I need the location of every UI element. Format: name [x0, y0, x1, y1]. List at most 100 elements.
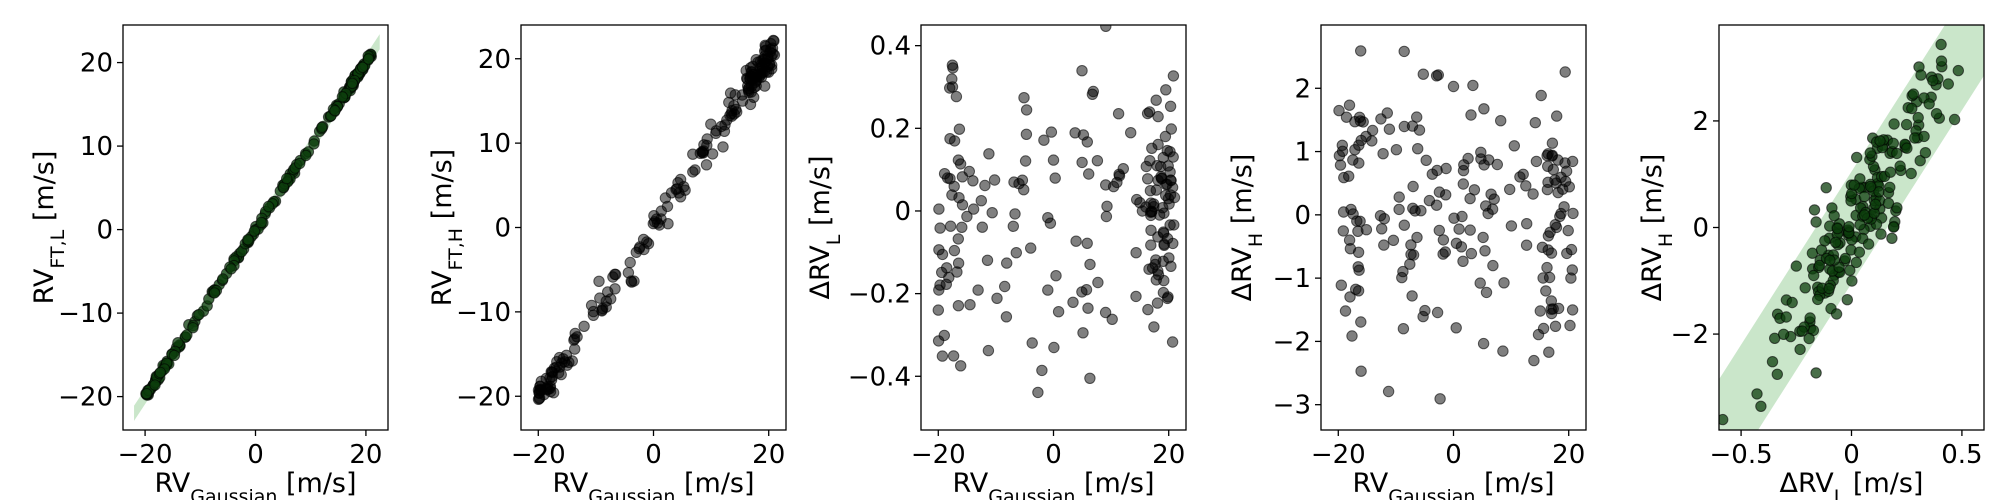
data-point — [955, 360, 967, 372]
data-point — [1145, 239, 1157, 251]
data-point — [1909, 132, 1921, 144]
data-point — [1882, 197, 1895, 210]
data-point — [1158, 239, 1170, 252]
data-point — [1025, 242, 1037, 254]
data-point — [1930, 108, 1943, 120]
data-point — [1101, 200, 1113, 213]
data-point — [1942, 78, 1955, 90]
data-point — [1828, 210, 1840, 222]
data-point — [1804, 312, 1816, 324]
x-tick-label: 0 — [1445, 440, 1462, 470]
data-point — [1434, 393, 1446, 405]
data-point — [1820, 182, 1832, 194]
data-point — [1082, 302, 1094, 314]
data-point — [1160, 84, 1172, 96]
data-point — [1796, 325, 1808, 337]
data-point — [1839, 252, 1852, 265]
data-point — [1831, 222, 1844, 235]
y-tick-label: −10 — [58, 299, 113, 329]
data-point — [1894, 160, 1906, 172]
data-point — [1477, 231, 1489, 244]
data-point — [1151, 297, 1164, 309]
data-point — [1152, 231, 1164, 243]
data-point — [308, 138, 320, 150]
data-point — [986, 207, 998, 219]
x-tick-label: 0 — [1843, 440, 1860, 470]
y-tick-label: 20 — [478, 45, 511, 75]
data-point — [1162, 160, 1174, 172]
data-point — [1521, 218, 1533, 230]
data-point — [1354, 115, 1367, 127]
data-point — [1948, 113, 1961, 126]
data-point — [1498, 277, 1510, 289]
data-point — [1144, 185, 1157, 197]
y-tick-label: 0 — [894, 197, 911, 227]
data-point — [944, 82, 956, 94]
data-point — [710, 127, 722, 140]
data-point — [1884, 181, 1896, 194]
data-point — [1448, 212, 1460, 224]
data-point — [1036, 364, 1048, 377]
data-point — [538, 388, 550, 401]
y-tick-label: −0.4 — [848, 362, 911, 392]
data-point — [1562, 224, 1574, 237]
data-point — [217, 273, 229, 285]
data-point — [559, 356, 571, 368]
data-point — [605, 293, 617, 305]
data-point — [746, 72, 759, 85]
data-point — [1112, 108, 1125, 120]
data-point — [1343, 99, 1356, 111]
data-point — [1352, 225, 1364, 238]
data-point — [1387, 234, 1400, 247]
data-point — [1084, 258, 1096, 271]
data-point — [956, 171, 969, 183]
data-point — [1551, 110, 1563, 122]
data-point — [1830, 308, 1843, 320]
data-point — [1808, 269, 1820, 282]
x-axis-label: ΔRVL [m/s] — [1780, 468, 1924, 500]
x-axis-label: RVGaussian [m/s] — [154, 468, 356, 500]
data-point — [982, 344, 995, 357]
data-point — [1152, 174, 1164, 187]
data-point — [1923, 98, 1935, 110]
y-tick-label: 0 — [494, 214, 511, 244]
data-point — [1777, 328, 1790, 340]
data-point — [1405, 248, 1417, 261]
data-point — [1813, 259, 1826, 272]
data-point — [744, 98, 757, 111]
data-point — [700, 159, 713, 171]
data-point — [141, 388, 153, 400]
data-point — [1382, 385, 1395, 398]
data-point — [1935, 38, 1947, 51]
data-point — [1529, 117, 1542, 129]
data-point — [1019, 155, 1032, 167]
data-point — [1557, 183, 1569, 195]
data-point — [934, 222, 946, 234]
x-tick-label: −20 — [118, 440, 173, 470]
data-point — [1812, 293, 1824, 306]
data-point — [1824, 254, 1836, 266]
data-point — [944, 220, 957, 232]
data-point — [571, 331, 583, 343]
data-point — [1566, 264, 1579, 276]
data-point — [1808, 204, 1821, 216]
data-point — [593, 275, 605, 287]
data-point — [1398, 219, 1411, 231]
y-tick-label: 0 — [1692, 214, 1709, 244]
data-point — [1906, 102, 1918, 115]
data-point — [1907, 88, 1920, 100]
data-point — [1000, 311, 1013, 323]
data-point — [655, 205, 667, 217]
data-point — [1352, 261, 1364, 273]
y-axis-label: ΔRVL [m/s] — [805, 156, 845, 300]
data-point — [1398, 45, 1410, 58]
data-point — [1042, 212, 1054, 224]
y-axis-label: RVFT,H [m/s] — [427, 149, 467, 306]
data-point — [972, 284, 984, 296]
data-point — [193, 308, 205, 321]
data-point — [1952, 64, 1965, 77]
data-point — [1047, 154, 1060, 166]
data-point — [1100, 25, 1112, 32]
data-point — [1457, 255, 1469, 267]
panel-4: −20 0 20 −3 −2 −1 0 1 2 RVGaussian [m/s] ΔRVH [m/s… — [1227, 24, 1587, 500]
